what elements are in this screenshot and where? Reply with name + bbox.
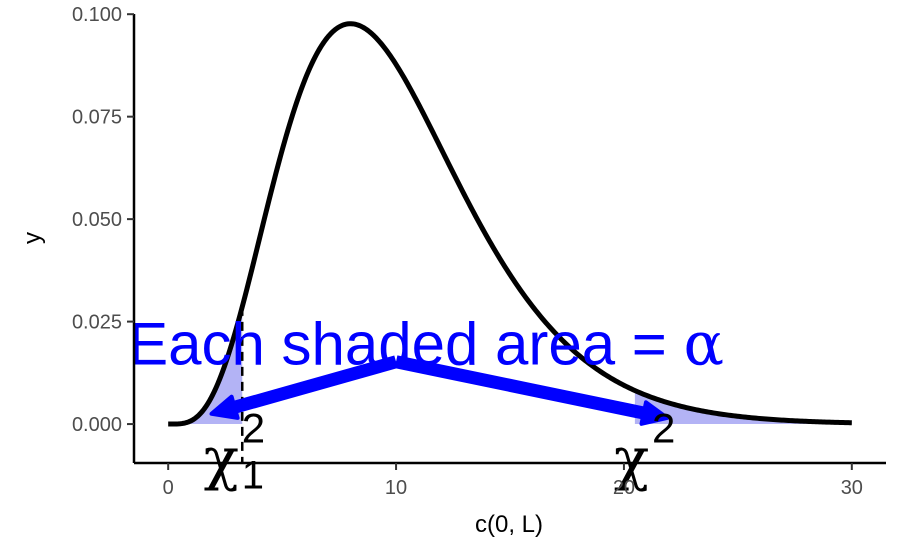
tick-labels: 0.000 0.025 0.050 0.075 0.100 0 10 20 30 bbox=[72, 4, 863, 499]
arrow-shaft-1 bbox=[232, 355, 398, 414]
x-tick-label: 20 bbox=[613, 477, 635, 499]
y-tick-label: 0.025 bbox=[72, 312, 122, 334]
density-curve-layer bbox=[167, 21, 853, 463]
chi-symbol: χ bbox=[204, 425, 239, 493]
y-axis-title: y bbox=[19, 232, 46, 244]
chi-superscript: 2 bbox=[652, 405, 675, 452]
shaded-regions bbox=[168, 306, 852, 425]
y-tick-label: 0.050 bbox=[72, 209, 122, 231]
y-tick-label: 0.100 bbox=[72, 4, 122, 26]
x-tick-label: 30 bbox=[841, 477, 863, 499]
arrow-head-2 bbox=[639, 400, 670, 426]
annotation-alpha: α bbox=[684, 310, 725, 380]
density-curve bbox=[167, 21, 853, 427]
x-tick-label: 0 bbox=[163, 477, 174, 499]
arrow-head-1 bbox=[209, 394, 240, 420]
chi-superscript: 2 bbox=[242, 405, 265, 452]
axes bbox=[132, 14, 886, 465]
arrow-shaft-2 bbox=[394, 355, 646, 420]
y-tick-label: 0.000 bbox=[72, 414, 122, 436]
annotation-layer: Each shaded area = αχ 21 χ 2 bbox=[128, 310, 724, 498]
y-tick-label: 0.075 bbox=[72, 107, 122, 129]
annotation-text: Each shaded area = α bbox=[128, 310, 724, 380]
x-axis-title: c(0, L) bbox=[475, 511, 543, 538]
x-tick-label: 10 bbox=[385, 477, 407, 499]
shaded-region-upper-tail bbox=[634, 390, 852, 425]
chi-symbol: χ bbox=[614, 425, 649, 493]
shaded-region-lower-tail bbox=[168, 306, 243, 425]
chi-subscript: 1 bbox=[242, 454, 264, 498]
critical-label-1: χ 21 bbox=[204, 405, 265, 498]
annotation-phrase: Each shaded area = bbox=[128, 311, 683, 378]
